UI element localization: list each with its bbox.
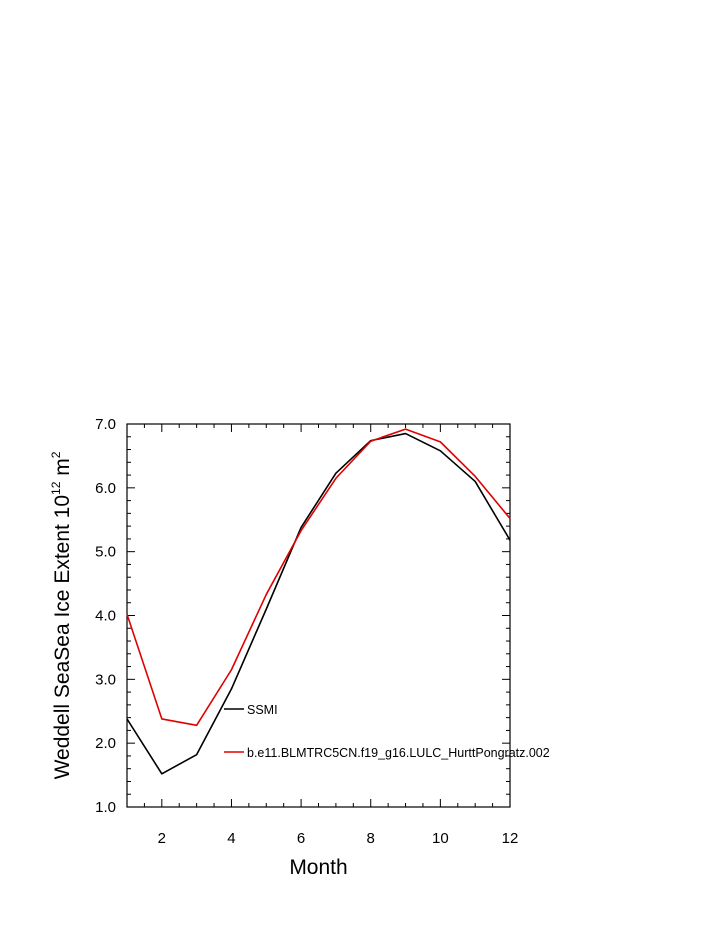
y-axis-label-unit: m — [51, 458, 74, 481]
y-axis-label-unit-exponent: 2 — [49, 451, 63, 458]
y-tick-label: 4.0 — [95, 608, 116, 625]
y-tick-label: 7.0 — [95, 416, 116, 433]
y-tick-label: 6.0 — [95, 480, 116, 497]
legend: SSMI b.e11.BLMTRC5CN.f19_g16.LULC_HurttPo… — [224, 703, 550, 760]
y-axis-label-main: Weddell SeaSea Ice Extent 10 — [51, 495, 74, 779]
axis-tick-labels: 2 4 6 8 10 12 1.0 2.0 3.0 4.0 5.0 6.0 7.0 — [95, 416, 518, 847]
legend-label-1: SSMI — [247, 703, 278, 717]
y-axis-label-exponent: 12 — [49, 481, 63, 495]
y-tick-label: 5.0 — [95, 544, 116, 561]
x-axis-label: Month — [289, 856, 347, 879]
y-tick-label: 2.0 — [95, 735, 116, 752]
x-tick-label: 10 — [432, 830, 449, 847]
x-tick-label: 2 — [158, 830, 166, 847]
x-tick-label: 4 — [227, 830, 235, 847]
series-line-1 — [126, 432, 511, 775]
y-axis-label: Weddell SeaSea Ice Extent 1012 m2 — [49, 451, 74, 779]
x-tick-label: 8 — [367, 830, 375, 847]
x-tick-label: 12 — [502, 830, 519, 847]
x-tick-label: 6 — [297, 830, 305, 847]
series-lines — [126, 428, 511, 775]
y-tick-label: 3.0 — [95, 671, 116, 688]
series-line-2 — [126, 428, 511, 727]
legend-label-2: b.e11.BLMTRC5CN.f19_g16.LULC_HurttPongra… — [247, 746, 550, 760]
y-tick-label: 1.0 — [95, 799, 116, 816]
axis-ticks — [126, 423, 511, 808]
